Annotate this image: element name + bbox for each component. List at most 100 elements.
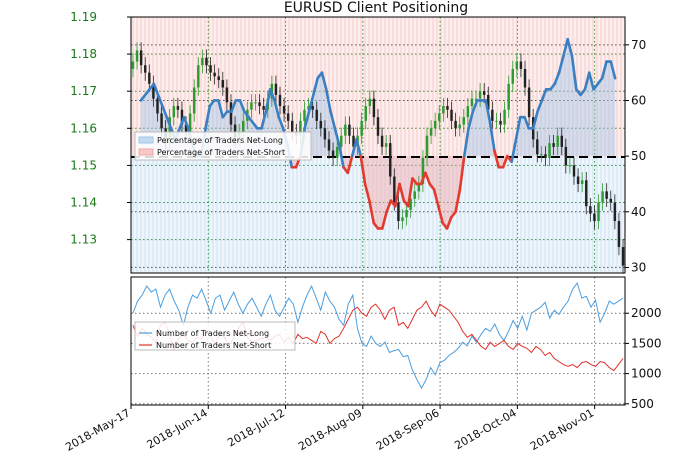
net-long-percent-segment <box>350 138 358 158</box>
percent-fill-segment <box>317 72 322 157</box>
candle-body <box>393 176 396 203</box>
candle-body <box>425 135 429 158</box>
percent-fill-segment <box>425 156 430 184</box>
candle-body <box>364 106 367 121</box>
candle-body <box>168 117 171 144</box>
candle-body <box>156 98 159 114</box>
candle-body <box>519 61 523 69</box>
candle-body <box>213 72 216 77</box>
percent-fill-segment <box>373 156 378 229</box>
net-long-percent-segment <box>178 115 186 130</box>
candle-body <box>515 61 519 69</box>
percent-fill-segment <box>416 156 422 184</box>
candle-body <box>397 202 400 222</box>
legend-label-net-short-pct: Percentage of Traders Net-Short <box>157 148 285 157</box>
net-short-percent-segment <box>346 154 354 175</box>
candle-body <box>384 143 388 147</box>
net-long-percent-segment <box>165 115 173 130</box>
percent-fill-segment <box>446 156 452 229</box>
count-panel-frame <box>130 276 626 406</box>
percent-fill-segment <box>477 100 482 157</box>
candle-body <box>209 65 212 73</box>
net-short-percent-segment <box>458 154 466 191</box>
legend-label-net-short-count: Number of Traders Net-Short <box>156 341 271 350</box>
percent-fill-segment <box>378 156 383 229</box>
percent-fill-segment <box>451 156 456 218</box>
candle-body <box>544 154 547 158</box>
net-short-percent-segment <box>501 154 509 169</box>
x-tick-label: 2018-Oct-04 <box>452 406 518 452</box>
candle-body <box>315 109 318 121</box>
legend-label-net-long-count: Number of Traders Net-Long <box>156 329 269 338</box>
percent-fill-segment <box>403 156 409 207</box>
candle-body <box>487 94 490 110</box>
percent-fill-segment <box>472 100 478 157</box>
candle-body <box>229 102 233 125</box>
net-long-percent-segment <box>583 71 591 91</box>
percent-fill-segment <box>429 156 435 190</box>
net-long-percent-segment <box>204 104 212 130</box>
candle-body <box>527 87 531 118</box>
candle-body <box>311 106 314 110</box>
candle-body <box>470 98 474 107</box>
percent-fill-segment <box>541 89 547 157</box>
candle-body <box>503 109 506 125</box>
percent-fill-segment <box>365 156 370 201</box>
candle-body <box>421 157 425 184</box>
net-long-percent-segment <box>531 110 539 130</box>
net-short-percent-segment <box>445 216 453 230</box>
x-tick-label: 2018-Nov-01 <box>528 406 596 453</box>
candle-body <box>450 109 453 121</box>
x-tick-label: 2018-May-17 <box>63 406 132 454</box>
candle-body <box>348 124 351 136</box>
candle-body <box>323 128 327 140</box>
percent-fill-segment <box>468 111 473 157</box>
percentage-lines <box>139 37 617 230</box>
net-long-percent-segment <box>273 99 281 119</box>
net-short-percent-segment <box>368 199 375 225</box>
candle-body <box>380 135 384 147</box>
candle-body <box>319 120 323 129</box>
percent-fill-segment <box>610 61 616 157</box>
price-tick-label: 1.15 <box>70 158 97 172</box>
net-long-percent-segment <box>540 88 548 102</box>
candle-body <box>568 165 572 167</box>
net-short-percent-segment <box>385 199 393 214</box>
percent-fill-segment <box>399 156 404 201</box>
net-long-percent-segment <box>329 110 337 130</box>
candle-body <box>560 135 563 147</box>
percent-fill-segment <box>313 78 318 157</box>
candle-body <box>499 120 502 125</box>
count-tick-label: 1500 <box>631 336 662 350</box>
price-panel-frame <box>130 16 626 274</box>
candle-body <box>184 124 188 133</box>
x-tick-label: 2018-Aug-09 <box>296 406 364 453</box>
candle-body <box>372 98 376 118</box>
percent-fill-segment <box>537 100 542 157</box>
percent-fill-segment <box>455 156 460 212</box>
candle-body <box>523 68 527 88</box>
candle-body <box>405 209 408 218</box>
percent-fill-segment <box>481 100 486 157</box>
candle-body <box>548 143 551 158</box>
net-long-percent-segment <box>337 143 345 169</box>
net-long-percent-segment <box>320 71 328 91</box>
chart-title: EURUSD Client Positioning <box>284 0 468 16</box>
net-short-percent-segment <box>406 177 414 208</box>
percent-fill-segment <box>602 61 607 157</box>
candle-body <box>572 165 576 177</box>
net-long-percent-segment <box>268 88 276 102</box>
candle-body <box>335 146 339 158</box>
date-axis-ticks: 2018-May-17 2018-Jun-14 2018-Jul-12 2018-Au… <box>63 405 596 454</box>
candle-body <box>601 191 604 203</box>
candle-body <box>466 106 470 118</box>
candle-body <box>135 50 139 62</box>
candle-body <box>593 213 596 222</box>
candle-body <box>340 135 343 147</box>
percent-fill-segment <box>589 72 594 157</box>
percent-fill-segment <box>563 39 568 157</box>
candle-body <box>139 50 143 66</box>
x-tick-label: 2018-Jun-14 <box>145 406 210 451</box>
candle-body <box>413 191 416 199</box>
percent-tick-label: 40 <box>631 205 646 219</box>
